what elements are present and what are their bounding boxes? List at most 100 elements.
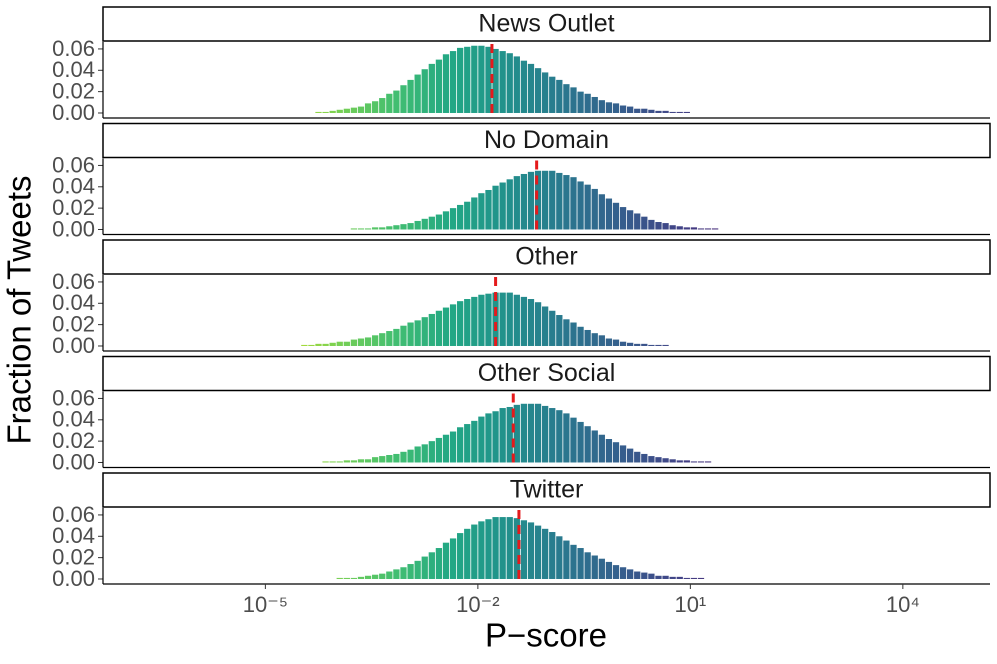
bar xyxy=(704,461,712,463)
bar xyxy=(612,339,620,346)
bar xyxy=(520,403,528,463)
bar xyxy=(400,567,407,579)
facet-label: No Domain xyxy=(484,126,609,154)
bar xyxy=(655,222,662,230)
bar xyxy=(428,313,435,346)
bar xyxy=(449,538,457,579)
bar xyxy=(676,226,683,230)
y-tick-label: 0.00 xyxy=(52,566,95,591)
bar xyxy=(449,304,457,346)
bar xyxy=(357,459,365,463)
bar xyxy=(393,453,400,463)
bar xyxy=(605,198,613,230)
bar xyxy=(372,101,379,113)
bar xyxy=(634,213,641,230)
bar xyxy=(577,548,584,579)
bar xyxy=(343,341,350,346)
bar xyxy=(577,326,584,346)
bar xyxy=(584,93,591,113)
bar xyxy=(372,227,379,230)
bar xyxy=(549,170,556,230)
bar xyxy=(669,111,676,113)
bar xyxy=(556,172,563,230)
bar xyxy=(577,181,584,230)
bar xyxy=(591,96,598,113)
bar xyxy=(627,106,634,113)
bar xyxy=(598,335,605,346)
bar xyxy=(379,333,386,346)
bar xyxy=(641,108,648,113)
bar xyxy=(372,574,379,579)
facet-strip xyxy=(102,355,991,392)
bar xyxy=(577,421,584,463)
y-axis-title: Fraction of Tweets xyxy=(1,175,38,444)
bar xyxy=(442,542,450,579)
bar xyxy=(584,184,591,230)
bar xyxy=(563,540,570,579)
bar xyxy=(407,79,414,113)
facet-strip xyxy=(102,122,991,159)
bar xyxy=(563,413,570,463)
bar xyxy=(690,577,698,579)
bar xyxy=(350,460,358,463)
bar xyxy=(471,524,478,579)
facet-label: Other Social xyxy=(478,359,616,387)
bar xyxy=(449,431,457,463)
bar xyxy=(534,170,542,230)
facet-label: Twitter xyxy=(510,476,584,504)
bar xyxy=(485,46,492,113)
bar xyxy=(534,525,542,579)
bar xyxy=(435,214,443,230)
bar xyxy=(527,299,535,346)
bar xyxy=(407,449,414,463)
bar xyxy=(336,109,343,113)
bar xyxy=(648,456,655,463)
bar xyxy=(442,211,450,230)
bar xyxy=(393,569,400,579)
bar xyxy=(485,413,492,463)
bar xyxy=(542,528,549,579)
bar xyxy=(534,302,542,346)
bar xyxy=(591,333,598,346)
bar xyxy=(364,228,372,230)
bar xyxy=(414,446,421,463)
bar xyxy=(520,520,528,579)
bar xyxy=(400,451,407,463)
bar xyxy=(414,560,421,579)
bar xyxy=(627,342,634,346)
bar xyxy=(605,561,613,579)
bar xyxy=(584,329,591,346)
bar xyxy=(506,406,513,463)
bar xyxy=(641,343,648,346)
bar xyxy=(464,201,471,230)
bar xyxy=(641,216,648,230)
bar xyxy=(676,576,683,579)
bar xyxy=(542,170,549,230)
bar xyxy=(435,548,443,579)
bar xyxy=(364,575,372,579)
bar xyxy=(690,461,698,463)
bar xyxy=(421,556,428,579)
bar xyxy=(435,59,443,113)
bar xyxy=(704,228,712,230)
bar xyxy=(634,343,641,346)
bar xyxy=(627,210,634,230)
bar xyxy=(542,72,549,113)
bar xyxy=(471,45,478,113)
bar xyxy=(457,204,464,230)
bar xyxy=(634,108,641,113)
bar xyxy=(315,343,322,346)
bar xyxy=(386,455,393,463)
bar xyxy=(527,403,535,463)
bar xyxy=(499,517,506,579)
facet-panel: News Outlet 0.000.020.040.06 xyxy=(52,6,991,125)
bar xyxy=(343,460,350,463)
bar xyxy=(322,111,329,113)
bar xyxy=(520,60,528,113)
bar xyxy=(442,307,450,346)
bar xyxy=(619,207,627,230)
bar xyxy=(343,108,350,113)
bar xyxy=(683,577,690,579)
x-tick-label: 10⁻⁵ xyxy=(243,592,288,617)
bar xyxy=(556,315,563,346)
